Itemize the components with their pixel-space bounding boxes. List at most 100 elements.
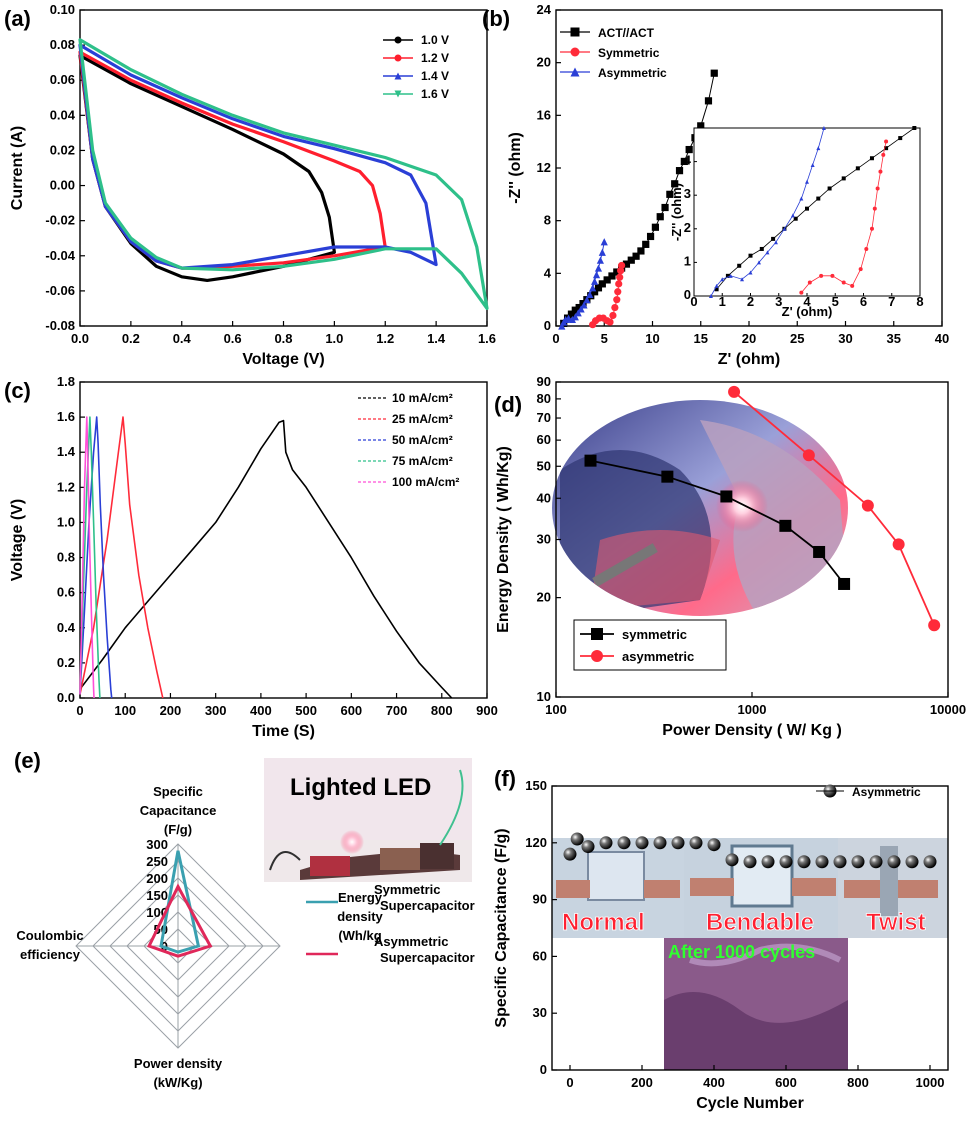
ragone-point bbox=[728, 385, 741, 398]
nyquist-point bbox=[575, 303, 583, 312]
inset-point bbox=[708, 294, 713, 298]
legend-marker bbox=[570, 47, 580, 57]
x-tick-label: 200 bbox=[631, 1075, 653, 1090]
y-axis-title: Energy Density ( Wh/Kg) bbox=[495, 446, 512, 633]
nyquist-point bbox=[598, 280, 606, 288]
inset-point bbox=[912, 126, 917, 130]
cycle-point bbox=[779, 855, 793, 869]
y-tick-label: 1.8 bbox=[57, 374, 75, 389]
radar-tick-label: 200 bbox=[146, 871, 168, 886]
nyquist-point bbox=[603, 276, 611, 284]
cv-curve-1-4-V bbox=[78, 43, 438, 270]
cycle-point bbox=[617, 836, 631, 850]
x-axis-title: Power Density ( W/ Kg ) bbox=[662, 722, 842, 739]
inset-point bbox=[720, 277, 725, 282]
legend-label: 1.0 V bbox=[421, 33, 449, 47]
x-tick-label: 0 bbox=[552, 331, 559, 346]
cycle-point bbox=[797, 855, 811, 869]
y-axis-title: -Z'' (ohm) bbox=[507, 132, 524, 204]
nyquist-point bbox=[613, 296, 621, 304]
inset-y-tick-label: 0 bbox=[684, 287, 691, 302]
nyquist-point bbox=[591, 288, 599, 296]
inset-point bbox=[748, 270, 753, 275]
inset-point bbox=[830, 273, 835, 278]
y-tick-label: 0.02 bbox=[50, 142, 75, 157]
y-tick-label: 24 bbox=[537, 2, 552, 17]
x-tick-label: 1.6 bbox=[478, 331, 496, 346]
legend-label: Asymmetric bbox=[598, 66, 667, 80]
inset-point bbox=[771, 236, 776, 241]
nyquist-point bbox=[598, 248, 606, 256]
x-tick-label: 400 bbox=[703, 1075, 725, 1090]
legend-label: ACT//ACT bbox=[598, 26, 655, 40]
ragone-point bbox=[813, 545, 826, 558]
inset-point bbox=[765, 250, 770, 255]
x-tick-label: 500 bbox=[295, 703, 317, 718]
cycle-point bbox=[563, 847, 577, 861]
y-tick-label: 60 bbox=[537, 432, 551, 447]
nyquist-point bbox=[675, 167, 684, 175]
inset-x-tick-label: 4 bbox=[803, 294, 811, 309]
legend-label: 1.2 V bbox=[421, 51, 449, 65]
gcd-curve bbox=[79, 416, 101, 699]
lighted-led-caption: Lighted LED bbox=[290, 774, 431, 801]
y-tick-label: 90 bbox=[533, 892, 547, 907]
legend-marker bbox=[394, 72, 402, 80]
inset-point bbox=[728, 273, 733, 278]
ragone-point bbox=[802, 449, 815, 462]
y-tick-label: 4 bbox=[544, 265, 552, 280]
legend-label: 100 mA/cm² bbox=[392, 475, 459, 489]
nyquist-point bbox=[580, 301, 588, 309]
ragone-point bbox=[838, 577, 851, 590]
y-tick-label: 20 bbox=[537, 55, 551, 70]
x-tick-label: 400 bbox=[250, 703, 272, 718]
x-tick-label: 100 bbox=[545, 702, 567, 717]
radar-axis-label: Coulombic efficiency bbox=[16, 928, 83, 962]
nyquist-point bbox=[615, 280, 623, 288]
inset-point bbox=[875, 186, 880, 191]
ragone-point bbox=[861, 499, 874, 512]
inset-point bbox=[748, 253, 753, 258]
y-tick-label: 0.04 bbox=[50, 107, 76, 122]
legend-label: Asymmetric Supercapacitor bbox=[374, 934, 475, 965]
nyquist-point bbox=[627, 256, 635, 264]
x-tick-label: 600 bbox=[340, 703, 362, 718]
radar-axis-label: Power density (kW/Kg) bbox=[134, 1056, 223, 1090]
nyquist-point bbox=[642, 240, 650, 248]
x-tick-label: 0.2 bbox=[122, 331, 140, 346]
panel-f-cycling-plot: 0 200 400 600 800 1000 0 30 60 90 120 150 Cycle Numb… bbox=[493, 778, 949, 1112]
cycle-point bbox=[653, 836, 667, 850]
legend-marker bbox=[570, 27, 580, 37]
cycle-point bbox=[671, 836, 685, 850]
legend-label: 1.4 V bbox=[421, 69, 449, 83]
nyquist-point bbox=[606, 318, 614, 326]
y-tick-label: 150 bbox=[525, 778, 547, 793]
x-tick-label: 15 bbox=[694, 331, 708, 346]
inset-point bbox=[878, 169, 883, 174]
x-tick-label: 1.0 bbox=[325, 331, 343, 346]
y-tick-label: 0.0 bbox=[57, 690, 75, 705]
x-tick-label: 5 bbox=[601, 331, 608, 346]
cycle-point bbox=[905, 855, 919, 869]
nyquist-point bbox=[592, 271, 601, 279]
y-tick-label: 40 bbox=[537, 490, 551, 505]
inset-point bbox=[799, 196, 804, 201]
inset-x-tick-label: 3 bbox=[775, 294, 782, 309]
inset-point bbox=[884, 146, 889, 151]
y-tick-label: 0 bbox=[540, 1062, 547, 1077]
inset-point bbox=[869, 226, 874, 231]
inset-point bbox=[827, 186, 832, 191]
inset-point bbox=[714, 287, 719, 292]
inset-point bbox=[714, 283, 719, 288]
nyquist-point bbox=[594, 284, 603, 292]
nyquist-point bbox=[574, 309, 582, 317]
y-tick-label: -0.02 bbox=[45, 213, 75, 228]
y-tick-label: -0.08 bbox=[45, 318, 75, 333]
x-tick-label: 800 bbox=[847, 1075, 869, 1090]
gcd-curve bbox=[79, 416, 95, 699]
legend-marker bbox=[570, 67, 580, 77]
